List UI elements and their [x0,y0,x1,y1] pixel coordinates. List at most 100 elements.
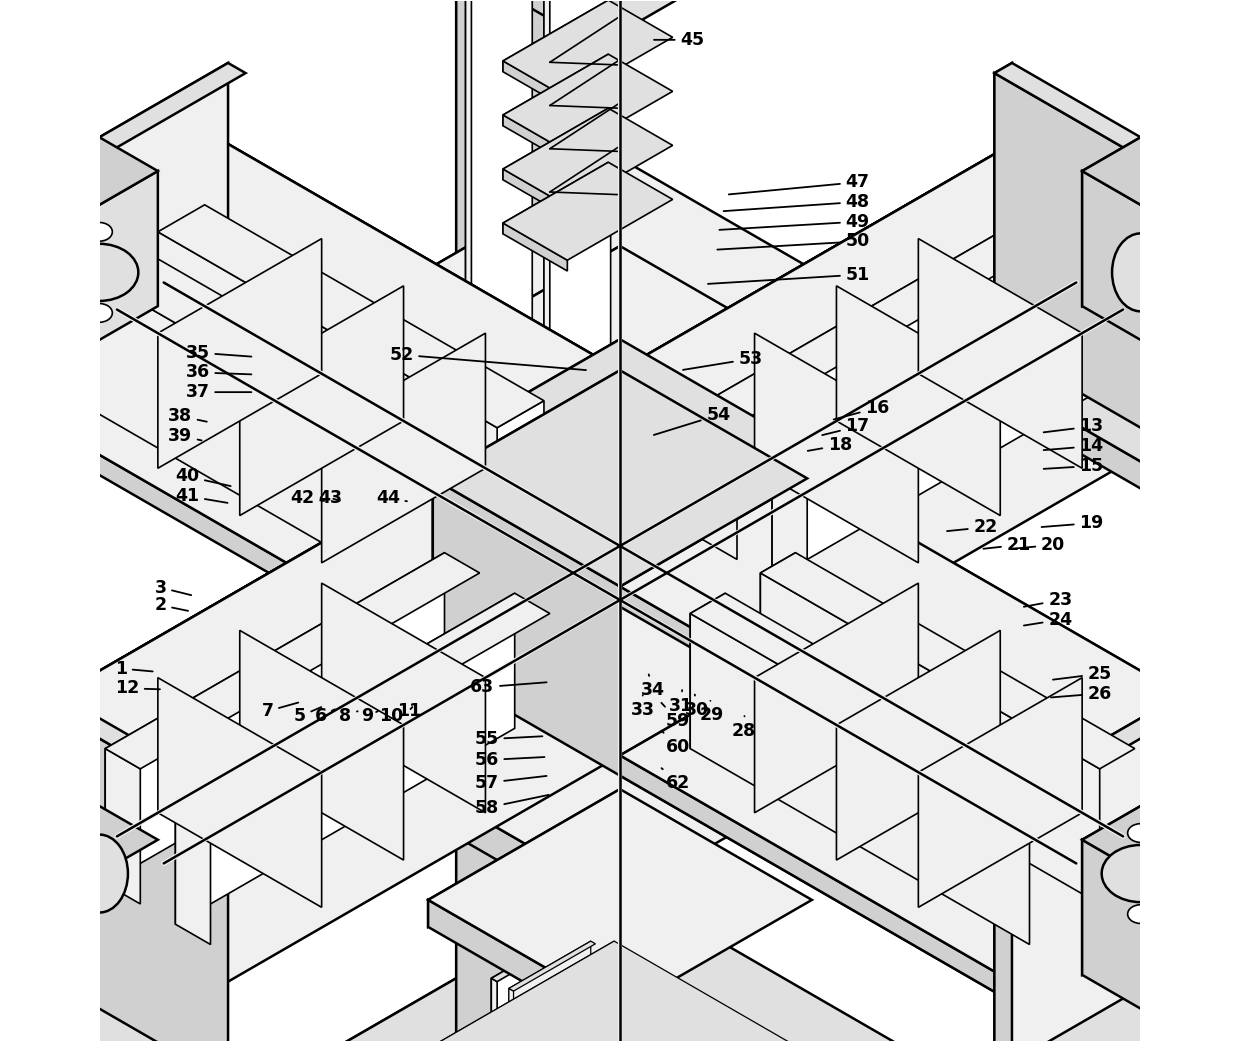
Polygon shape [947,904,1240,1042]
Polygon shape [428,246,620,383]
Text: 1: 1 [115,660,153,677]
Polygon shape [422,158,620,305]
Polygon shape [1083,90,1223,306]
Text: 43: 43 [319,489,342,507]
Polygon shape [620,133,1029,560]
Polygon shape [497,401,544,563]
Text: 11: 11 [397,702,420,720]
Polygon shape [433,370,620,499]
Polygon shape [503,115,568,163]
Polygon shape [760,573,1100,904]
Text: 40: 40 [175,467,231,487]
Polygon shape [994,63,1240,222]
Polygon shape [994,654,1240,1042]
Polygon shape [24,715,211,1012]
Polygon shape [438,340,620,478]
Polygon shape [428,900,620,1038]
Polygon shape [24,242,433,499]
Polygon shape [691,614,1029,944]
Polygon shape [428,356,620,495]
Text: 6: 6 [315,708,335,725]
Polygon shape [491,914,609,982]
Polygon shape [760,552,1135,769]
Text: 26: 26 [1052,685,1112,702]
Text: 44: 44 [376,489,407,507]
Text: 21: 21 [983,536,1030,554]
Polygon shape [503,108,609,180]
Text: 30: 30 [684,695,708,719]
Polygon shape [503,223,568,271]
Polygon shape [456,668,620,1042]
Polygon shape [947,904,1240,1042]
Text: 8: 8 [340,708,357,725]
Polygon shape [773,249,1147,465]
Polygon shape [0,772,41,989]
Ellipse shape [61,244,139,301]
Polygon shape [691,593,725,748]
Text: 35: 35 [186,344,252,362]
Text: 3: 3 [155,578,191,596]
Text: 47: 47 [729,173,869,195]
Text: 19: 19 [1042,514,1104,532]
Polygon shape [620,647,807,775]
Polygon shape [0,157,41,374]
Polygon shape [503,169,568,217]
Polygon shape [620,370,807,668]
Polygon shape [1083,171,1199,374]
Polygon shape [508,941,590,1042]
Polygon shape [994,802,1012,1042]
Polygon shape [1083,840,1223,1042]
Polygon shape [456,0,784,32]
Ellipse shape [1127,904,1153,923]
Text: 10: 10 [379,708,403,725]
Polygon shape [837,630,1001,860]
Polygon shape [620,647,1216,992]
Polygon shape [157,239,321,468]
Polygon shape [105,552,480,769]
Text: 58: 58 [475,795,548,817]
Polygon shape [321,333,485,563]
Text: 54: 54 [653,406,730,435]
Polygon shape [357,995,872,1042]
Polygon shape [620,370,807,668]
Polygon shape [24,884,211,1012]
Polygon shape [620,133,1029,391]
Polygon shape [491,978,497,1042]
Polygon shape [620,478,807,775]
Polygon shape [175,593,515,924]
Text: 29: 29 [701,701,724,724]
Polygon shape [947,231,1152,377]
Polygon shape [508,989,513,1042]
Polygon shape [947,231,1240,525]
Text: 20: 20 [1013,536,1065,554]
Polygon shape [620,478,807,775]
Polygon shape [0,654,246,813]
Polygon shape [620,478,1216,823]
Ellipse shape [71,835,128,913]
Polygon shape [503,163,672,260]
Polygon shape [24,133,620,478]
Text: 25: 25 [1053,665,1112,683]
Polygon shape [702,404,737,560]
Polygon shape [357,941,872,1042]
Text: 42: 42 [290,489,324,507]
Polygon shape [422,669,620,816]
Text: 57: 57 [475,774,547,792]
Polygon shape [994,654,1240,813]
Polygon shape [620,133,1216,478]
Polygon shape [24,715,211,1012]
Text: 17: 17 [822,418,869,436]
Polygon shape [620,303,1029,560]
Polygon shape [24,478,433,735]
Polygon shape [456,573,784,762]
Polygon shape [427,441,474,603]
Polygon shape [24,478,620,823]
Text: 41: 41 [175,487,228,505]
Polygon shape [620,370,807,499]
Polygon shape [422,273,620,420]
Polygon shape [465,0,532,460]
Polygon shape [105,552,444,884]
Ellipse shape [87,223,113,241]
Text: 59: 59 [661,702,689,729]
Text: 63: 63 [470,678,547,696]
